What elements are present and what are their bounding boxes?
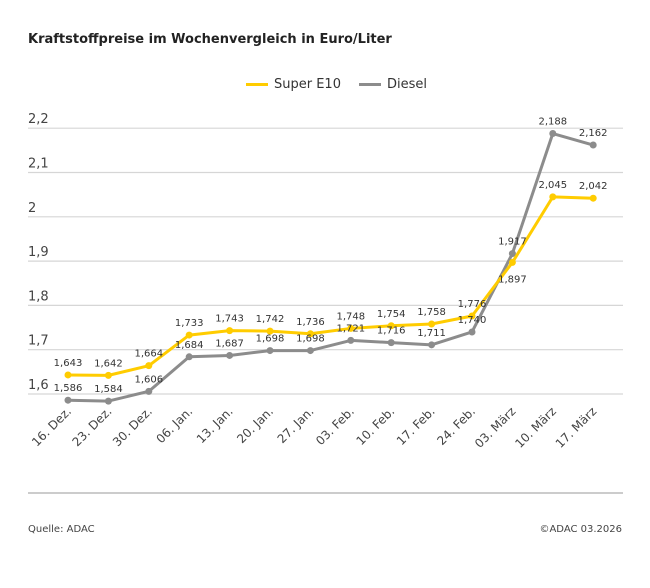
chart-title: Kraftstoffpreise im Wochenvergleich in E… (28, 32, 392, 47)
data-point (468, 312, 476, 320)
legend-item-diesel: Diesel (358, 77, 427, 92)
data-point (185, 353, 193, 361)
data-label: 1,743 (215, 314, 244, 325)
data-point (387, 339, 395, 347)
data-point (64, 396, 72, 404)
data-label: 1,776 (458, 299, 487, 310)
data-label: 1,740 (458, 315, 487, 326)
data-label: 2,188 (538, 117, 567, 128)
y-tick-label: 1,6 (28, 378, 49, 393)
data-point (589, 141, 597, 149)
data-label: 1,584 (94, 384, 123, 395)
data-point (226, 351, 234, 359)
data-label: 1,721 (336, 323, 365, 334)
data-point (104, 397, 112, 405)
data-label: 1,698 (256, 334, 285, 345)
data-label: 1,687 (215, 338, 244, 349)
data-label: 1,642 (94, 358, 123, 369)
data-point (226, 327, 234, 335)
legend-label-super-e10: Super E10 (274, 77, 341, 92)
legend-label-diesel: Diesel (386, 77, 427, 92)
data-label: 2,162 (579, 128, 608, 139)
data-point (306, 330, 314, 338)
data-point (549, 193, 557, 201)
x-tick-label: 16. Dez. (29, 404, 74, 449)
y-tick-label: 1,7 (28, 334, 49, 349)
data-point (428, 341, 436, 349)
data-label: 1,733 (175, 318, 204, 329)
data-label: 1,698 (296, 334, 325, 345)
data-label: 1,897 (498, 274, 527, 285)
x-tick-label: 06. Jan. (153, 404, 195, 446)
data-point (266, 327, 274, 335)
data-label: 1,742 (256, 314, 285, 325)
data-label: 1,586 (54, 383, 83, 394)
data-point (508, 250, 516, 258)
data-point (508, 258, 516, 266)
data-label: 1,684 (175, 340, 204, 351)
series-line-diesel (67, 132, 594, 403)
data-point (589, 194, 597, 202)
y-tick-label: 2,2 (28, 112, 49, 127)
data-point (185, 331, 193, 339)
data-point (145, 387, 153, 395)
legend-item-super-e10: Super E10 (246, 77, 341, 92)
data-label: 1,716 (377, 326, 406, 337)
data-label: 1,748 (336, 311, 365, 322)
data-point (347, 324, 355, 332)
data-label: 1,711 (417, 328, 446, 339)
data-label: 1,736 (296, 317, 325, 328)
y-tick-label: 2 (28, 201, 36, 216)
x-tick-label: 13. Jan. (194, 404, 236, 446)
copyright-note: ©ADAC 03.2026 (539, 524, 622, 535)
x-tick-label: 23. Dez. (70, 404, 115, 449)
data-label: 1,664 (134, 349, 163, 360)
data-label: 1,606 (134, 374, 163, 385)
data-label: 1,758 (417, 307, 446, 318)
data-point (549, 130, 557, 138)
x-tick-label: 27. Jan. (275, 404, 317, 446)
data-label: 2,045 (538, 180, 567, 191)
series-line-super-e10 (67, 195, 594, 377)
data-label: 1,643 (54, 358, 83, 369)
x-tick-label: 03. Feb. (313, 404, 357, 448)
data-point (387, 322, 395, 330)
x-tick-label: 10. Feb. (354, 404, 398, 448)
x-tick-label: 30. Dez. (110, 404, 155, 449)
data-point (64, 371, 72, 379)
x-tick-label: 10. März (512, 404, 559, 451)
data-point (347, 336, 355, 344)
data-point (266, 347, 274, 355)
legend: Super E10 Diesel (246, 77, 445, 92)
data-point (468, 328, 476, 336)
x-tick-label: 20. Jan. (234, 404, 276, 446)
legend-swatch-diesel (358, 83, 381, 86)
source-note: Quelle: ADAC (28, 524, 95, 535)
data-point (104, 371, 112, 379)
y-tick-label: 2,1 (28, 157, 49, 172)
y-tick-label: 1,8 (28, 289, 49, 304)
legend-swatch-super-e10 (246, 83, 268, 86)
data-point (306, 347, 314, 355)
x-tick-label: 17. Feb. (394, 404, 438, 448)
data-label: 1,754 (377, 309, 406, 320)
x-tick-label: 03. März (472, 404, 519, 451)
data-point (428, 320, 436, 328)
data-label: 1,917 (498, 237, 527, 248)
data-point (145, 362, 153, 370)
x-tick-label: 17. März (553, 404, 600, 451)
data-label: 2,042 (579, 181, 608, 192)
y-tick-label: 1,9 (28, 245, 49, 260)
